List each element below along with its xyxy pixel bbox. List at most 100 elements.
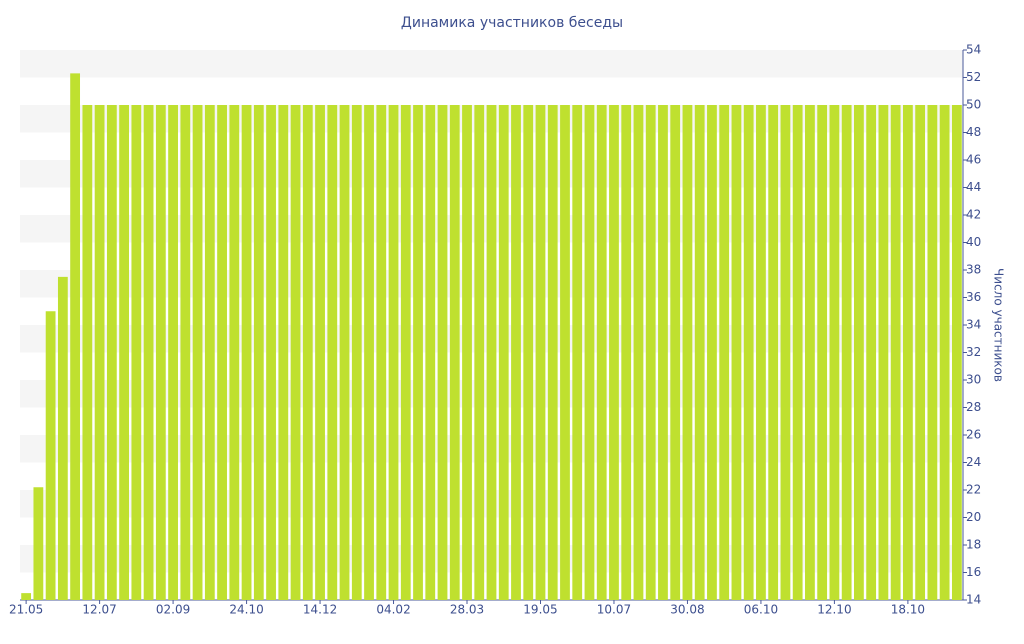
bar: [168, 105, 178, 600]
y-tick-label: 22: [966, 483, 981, 497]
bar: [290, 105, 301, 600]
y-tick-label: 40: [966, 235, 981, 249]
bar: [817, 105, 828, 600]
bar: [841, 105, 852, 600]
bar: [743, 105, 754, 600]
bar: [327, 105, 338, 600]
y-tick-label: 54: [966, 43, 981, 57]
bar: [584, 105, 595, 600]
y-tick-label: 16: [966, 565, 981, 579]
bar: [756, 105, 766, 600]
bar: [707, 105, 717, 600]
y-tick-label: 36: [966, 290, 981, 304]
bar: [437, 105, 448, 600]
x-tick-label: 30.08: [670, 603, 704, 617]
bar: [131, 105, 142, 600]
bar: [878, 105, 889, 600]
bar: [180, 105, 191, 600]
bar: [229, 105, 240, 600]
bar: [890, 105, 901, 600]
bar: [474, 105, 485, 600]
y-tick-label: 38: [966, 263, 981, 277]
y-tick-label: 26: [966, 428, 981, 442]
bar: [535, 105, 546, 600]
x-tick-label: 12.10: [817, 603, 851, 617]
x-tick-label: 14.12: [303, 603, 337, 617]
y-tick-label: 28: [966, 400, 981, 414]
y-tick-label: 44: [966, 180, 981, 194]
bar: [498, 105, 509, 600]
bar: [694, 105, 705, 600]
x-tick-label: 10.07: [597, 603, 631, 617]
y-tick-label: 18: [966, 538, 981, 552]
bar: [939, 105, 950, 600]
bar: [339, 105, 350, 600]
y-tick-label: 30: [966, 373, 981, 387]
bar: [902, 105, 913, 600]
bar: [119, 105, 129, 600]
bar: [621, 105, 632, 600]
y-tick-label: 24: [966, 455, 981, 469]
bar: [70, 73, 81, 600]
bar: [805, 105, 815, 600]
bar: [192, 105, 203, 600]
y-tick-label: 50: [966, 98, 981, 112]
bar: [143, 105, 154, 600]
y-tick-label: 20: [966, 510, 981, 524]
y-tick-label: 34: [966, 318, 981, 332]
bar: [645, 105, 656, 600]
bar: [204, 105, 215, 600]
y-axis-label: Число участников: [992, 268, 1006, 382]
chart-title: Динамика участников беседы: [401, 15, 623, 31]
x-tick-label: 06.10: [744, 603, 778, 617]
y-tick-label: 42: [966, 208, 981, 222]
bar: [266, 105, 276, 600]
bar: [57, 276, 68, 600]
bar: [155, 105, 166, 600]
bar: [376, 105, 387, 600]
y-tick-label: 14: [966, 593, 981, 607]
x-tick-label: 12.07: [82, 603, 116, 617]
bar: [866, 105, 877, 600]
bar: [351, 105, 362, 600]
x-tick-label: 28.03: [450, 603, 484, 617]
x-tick-label: 18.10: [891, 603, 925, 617]
bar: [829, 105, 840, 600]
bar: [547, 105, 558, 600]
x-tick-label: 24.10: [229, 603, 263, 617]
x-tick-label: 04.02: [376, 603, 410, 617]
bar: [315, 105, 325, 600]
y-tick-label: 32: [966, 345, 981, 359]
bar: [927, 105, 938, 600]
bar: [302, 105, 313, 600]
bar: [682, 105, 693, 600]
bar: [609, 105, 619, 600]
grid-band: [20, 50, 963, 78]
bar: [658, 105, 668, 600]
bar: [768, 105, 779, 600]
bar: [780, 105, 791, 600]
y-tick-label: 48: [966, 125, 981, 139]
bar: [400, 105, 411, 600]
bar: [94, 105, 105, 600]
x-tick-label: 21.05: [9, 603, 43, 617]
bar: [21, 593, 32, 600]
bar: [915, 105, 926, 600]
bar: [45, 311, 56, 600]
x-tick-label: 19.05: [523, 603, 557, 617]
x-tick-label: 02.09: [156, 603, 190, 617]
bar: [951, 105, 962, 600]
bar: [241, 105, 252, 600]
bar: [486, 105, 497, 600]
bar: [792, 105, 803, 600]
bar: [731, 105, 742, 600]
y-tick-label: 52: [966, 70, 981, 84]
bar: [670, 105, 681, 600]
bar: [278, 105, 289, 600]
bar: [449, 105, 460, 600]
y-tick-label: 46: [966, 153, 981, 167]
bar: [572, 105, 583, 600]
bar: [413, 105, 423, 600]
bar: [633, 105, 644, 600]
bar: [854, 105, 864, 600]
